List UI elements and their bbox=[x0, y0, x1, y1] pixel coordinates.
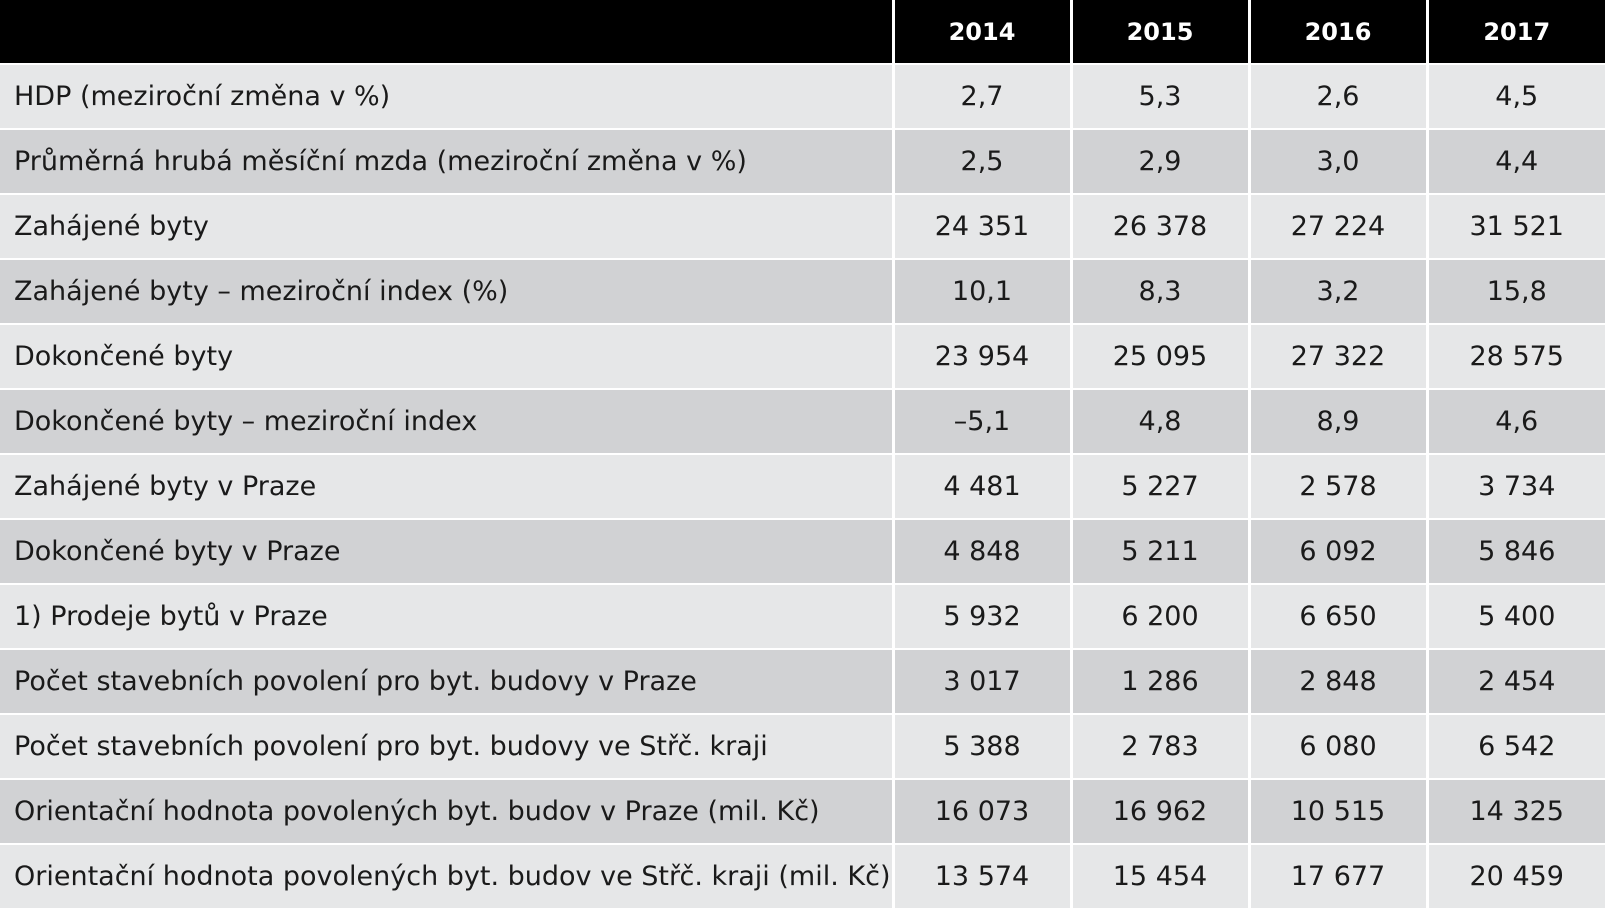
value-cell: 27 224 bbox=[1247, 193, 1427, 259]
value-cell: 8,3 bbox=[1069, 258, 1249, 324]
row-label: Zahájené byty v Praze bbox=[0, 453, 893, 519]
value-cell: 2 454 bbox=[1425, 648, 1605, 714]
row-label: 1) Prodeje bytů v Praze bbox=[0, 583, 893, 649]
value-cell: 4,4 bbox=[1425, 128, 1605, 194]
value-cell: 4 481 bbox=[891, 453, 1071, 519]
value-cell: 16 073 bbox=[891, 778, 1071, 844]
table-row: Zahájené byty v Praze 4 481 5 227 2 578 3 73… bbox=[0, 453, 1605, 519]
value-cell: 3,2 bbox=[1247, 258, 1427, 324]
value-cell: 10 515 bbox=[1247, 778, 1427, 844]
value-cell: 2,9 bbox=[1069, 128, 1249, 194]
value-cell: 2,7 bbox=[891, 63, 1071, 129]
table-row: 1) Prodeje bytů v Praze 5 932 6 200 6 650 5 … bbox=[0, 583, 1605, 649]
value-cell: 31 521 bbox=[1425, 193, 1605, 259]
row-label: Orientační hodnota povolených byt. budov… bbox=[0, 843, 893, 908]
value-cell: 2 848 bbox=[1247, 648, 1427, 714]
value-cell: 6 200 bbox=[1069, 583, 1249, 649]
value-cell: 8,9 bbox=[1247, 388, 1427, 454]
value-cell: 23 954 bbox=[891, 323, 1071, 389]
header-year-2017: 2017 bbox=[1425, 0, 1605, 64]
row-label: Dokončené byty bbox=[0, 323, 893, 389]
value-cell: 5 227 bbox=[1069, 453, 1249, 519]
value-cell: 4 848 bbox=[891, 518, 1071, 584]
table-row: Počet stavebních povolení pro byt. budov… bbox=[0, 713, 1605, 779]
table-header: 2014 2015 2016 2017 bbox=[0, 0, 1605, 64]
row-label: Dokončené byty – meziroční index bbox=[0, 388, 893, 454]
header-label-cell bbox=[0, 0, 893, 64]
table-row: Počet stavebních povolení pro byt. budov… bbox=[0, 648, 1605, 714]
table-row: Dokončené byty 23 954 25 095 27 322 28 575 bbox=[0, 323, 1605, 389]
header-year-2016: 2016 bbox=[1247, 0, 1427, 64]
value-cell: 2,5 bbox=[891, 128, 1071, 194]
value-cell: 3 017 bbox=[891, 648, 1071, 714]
value-cell: 2,6 bbox=[1247, 63, 1427, 129]
value-cell: 2 578 bbox=[1247, 453, 1427, 519]
value-cell: 15,8 bbox=[1425, 258, 1605, 324]
value-cell: 17 677 bbox=[1247, 843, 1427, 908]
value-cell: 26 378 bbox=[1069, 193, 1249, 259]
table-body: HDP (meziroční změna v %) 2,7 5,3 2,6 4,5 Prů… bbox=[0, 63, 1605, 908]
row-label: Orientační hodnota povolených byt. budov… bbox=[0, 778, 893, 844]
value-cell: 20 459 bbox=[1425, 843, 1605, 908]
value-cell: 4,6 bbox=[1425, 388, 1605, 454]
value-cell: 6 542 bbox=[1425, 713, 1605, 779]
row-label: Počet stavebních povolení pro byt. budov… bbox=[0, 648, 893, 714]
value-cell: 5,3 bbox=[1069, 63, 1249, 129]
value-cell: 5 846 bbox=[1425, 518, 1605, 584]
value-cell: –5,1 bbox=[891, 388, 1071, 454]
value-cell: 5 211 bbox=[1069, 518, 1249, 584]
value-cell: 14 325 bbox=[1425, 778, 1605, 844]
value-cell: 3 734 bbox=[1425, 453, 1605, 519]
value-cell: 25 095 bbox=[1069, 323, 1249, 389]
table-row: Orientační hodnota povolených byt. budov… bbox=[0, 778, 1605, 844]
value-cell: 15 454 bbox=[1069, 843, 1249, 908]
value-cell: 6 080 bbox=[1247, 713, 1427, 779]
table-row: Dokončené byty – meziroční index –5,1 4,8 8… bbox=[0, 388, 1605, 454]
value-cell: 13 574 bbox=[891, 843, 1071, 908]
value-cell: 24 351 bbox=[891, 193, 1071, 259]
table-row: HDP (meziroční změna v %) 2,7 5,3 2,6 4,5 bbox=[0, 63, 1605, 129]
value-cell: 27 322 bbox=[1247, 323, 1427, 389]
row-label: Dokončené byty v Praze bbox=[0, 518, 893, 584]
table-row: Průměrná hrubá měsíční mzda (meziroční z… bbox=[0, 128, 1605, 194]
value-cell: 4,5 bbox=[1425, 63, 1605, 129]
row-label: Zahájené byty – meziroční index (%) bbox=[0, 258, 893, 324]
row-label: Počet stavebních povolení pro byt. budov… bbox=[0, 713, 893, 779]
header-year-2015: 2015 bbox=[1069, 0, 1249, 64]
value-cell: 6 092 bbox=[1247, 518, 1427, 584]
row-label: Průměrná hrubá měsíční mzda (meziroční z… bbox=[0, 128, 893, 194]
row-label: HDP (meziroční změna v %) bbox=[0, 63, 893, 129]
table-row: Dokončené byty v Praze 4 848 5 211 6 092 5 8… bbox=[0, 518, 1605, 584]
table-row: Zahájené byty – meziroční index (%) 10,1 8… bbox=[0, 258, 1605, 324]
header-row: 2014 2015 2016 2017 bbox=[0, 0, 1605, 64]
table-row: Orientační hodnota povolených byt. budov… bbox=[0, 843, 1605, 908]
value-cell: 3,0 bbox=[1247, 128, 1427, 194]
value-cell: 16 962 bbox=[1069, 778, 1249, 844]
value-cell: 28 575 bbox=[1425, 323, 1605, 389]
value-cell: 6 650 bbox=[1247, 583, 1427, 649]
value-cell: 10,1 bbox=[891, 258, 1071, 324]
value-cell: 5 932 bbox=[891, 583, 1071, 649]
header-year-2014: 2014 bbox=[891, 0, 1071, 64]
value-cell: 4,8 bbox=[1069, 388, 1249, 454]
value-cell: 2 783 bbox=[1069, 713, 1249, 779]
table-row: Zahájené byty 24 351 26 378 27 224 31 521 bbox=[0, 193, 1605, 259]
value-cell: 1 286 bbox=[1069, 648, 1249, 714]
value-cell: 5 388 bbox=[891, 713, 1071, 779]
value-cell: 5 400 bbox=[1425, 583, 1605, 649]
row-label: Zahájené byty bbox=[0, 193, 893, 259]
